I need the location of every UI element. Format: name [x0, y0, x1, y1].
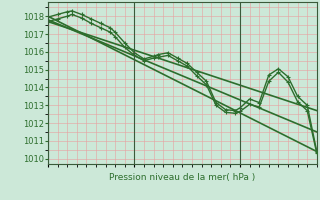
X-axis label: Pression niveau de la mer( hPa ): Pression niveau de la mer( hPa ) — [109, 173, 256, 182]
